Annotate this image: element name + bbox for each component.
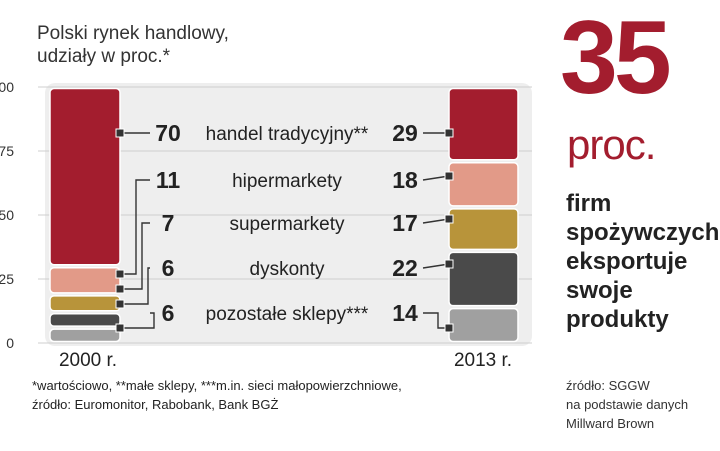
value-label-2000: 6 [162, 255, 175, 281]
series-label: supermarkety [229, 214, 345, 235]
series-label: dyskonty [250, 259, 325, 280]
bar-segment [448, 87, 519, 161]
marker-left [115, 269, 125, 279]
series-label: pozostałe sklepy*** [206, 304, 369, 325]
marker-right [444, 214, 454, 224]
bar-segment [448, 161, 519, 207]
value-label-2013: 14 [392, 300, 418, 326]
footnote-line-1: *wartościowo, **małe sklepy, ***m.in. si… [32, 378, 402, 393]
connector-left [120, 179, 150, 275]
bar-segment [49, 313, 121, 327]
y-tick-label: 50 [0, 207, 14, 223]
highlight-unit: proc. [567, 121, 656, 168]
connector-right [423, 312, 449, 329]
side-source-line-2: na podstawie danych [566, 397, 689, 412]
bar-segment [49, 266, 121, 294]
value-label-2000: 7 [162, 210, 175, 236]
bar-segment [49, 87, 121, 266]
side-source-line-3: Millward Brown [566, 416, 655, 431]
side-text-line-1: firm [566, 190, 612, 217]
x-category-label: 2000 r. [59, 350, 117, 371]
side-text-line-3: eksportuje [566, 248, 688, 275]
bar-segment [49, 295, 121, 312]
value-label-2013: 29 [392, 120, 418, 146]
connector-left [120, 312, 155, 329]
marker-right [444, 323, 454, 333]
marker-right [444, 259, 454, 269]
side-text-line-5: produkty [566, 306, 669, 333]
series-label: handel tradycyjny** [206, 124, 369, 145]
marker-left [115, 323, 125, 333]
marker-left [115, 299, 125, 309]
value-label-2000: 11 [156, 167, 181, 193]
chart-title-line-1: Polski rynek handlowy, [37, 23, 229, 44]
highlight-number: 35 [560, 0, 672, 116]
value-label-2013: 17 [392, 210, 418, 236]
x-category-label: 2013 r. [454, 350, 512, 371]
side-text-line-4: swoje [566, 277, 633, 304]
connector-left [120, 222, 150, 290]
value-label-2013: 22 [392, 255, 418, 281]
y-tick-label: 75 [0, 143, 14, 159]
side-source-line-1: źródło: SGGW [566, 378, 650, 393]
bar-segment [49, 328, 121, 343]
value-label-2013: 18 [392, 167, 418, 193]
value-label-2000: 6 [162, 300, 175, 326]
y-tick-label: 25 [0, 271, 14, 287]
marker-right [444, 171, 454, 181]
series-label: hipermarkety [232, 171, 342, 192]
footnote-line-2: źródło: Euromonitor, Rabobank, Bank BGŻ [32, 397, 279, 412]
chart-title-line-2: udziały w proc.* [37, 46, 171, 67]
y-tick-label: 100 [0, 79, 14, 95]
y-tick-label: 0 [6, 335, 14, 351]
marker-left [115, 128, 125, 138]
bar-segment [448, 307, 519, 343]
connector-left [120, 267, 150, 305]
marker-right [444, 128, 454, 138]
value-label-2000: 70 [155, 120, 181, 146]
bar-segment [448, 208, 519, 251]
marker-left [115, 284, 125, 294]
side-text-line-2: spożywczych [566, 219, 720, 246]
bar-segment [448, 251, 519, 307]
